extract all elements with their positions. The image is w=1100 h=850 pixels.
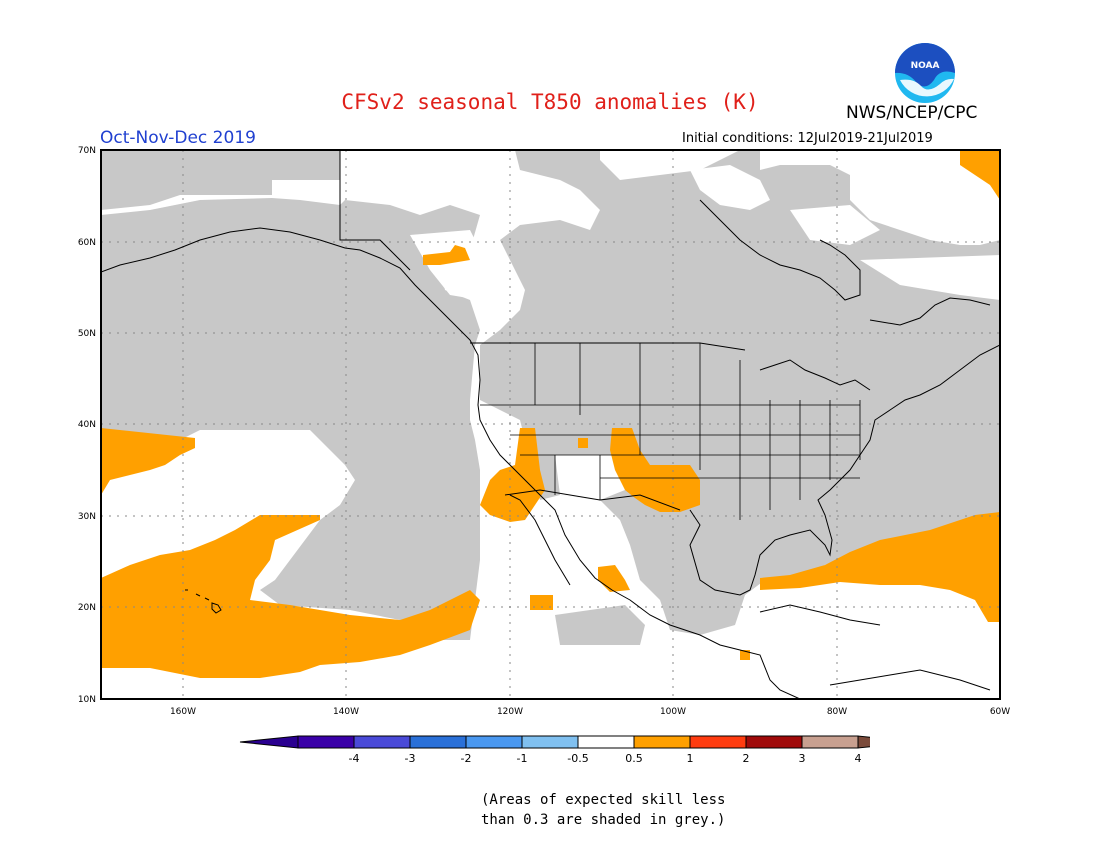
legend-swatch [297, 735, 355, 749]
logo-text: NOAA [911, 61, 940, 71]
orange-pacific-dot [530, 595, 553, 610]
orange-greenland [960, 150, 1000, 200]
lat-label: 70N [78, 146, 96, 156]
map-title: CFSv2 seasonal T850 anomalies (K) [341, 90, 759, 114]
latitude-labels: 70N 60N 50N 40N 30N 20N 10N [78, 146, 96, 705]
lon-label: 140W [333, 707, 359, 717]
legend-label: 0.5 [625, 752, 643, 765]
lat-label: 30N [78, 512, 96, 522]
legend-swatch [801, 735, 859, 749]
map-frame [100, 149, 1001, 700]
legend-swatch [689, 735, 747, 749]
legend-swatch [353, 735, 411, 749]
legend-label: -4 [349, 752, 360, 765]
lat-label: 20N [78, 603, 96, 613]
orange-baja [578, 438, 588, 448]
graticule [101, 150, 1000, 699]
anomaly-map: 70N 60N 50N 40N 30N 20N 10N 160W 140W 12… [78, 146, 1010, 717]
grey-baja-area [555, 605, 645, 645]
grey-north-pacific [101, 150, 340, 210]
orange-southwest [610, 428, 700, 512]
hawaii [185, 589, 222, 614]
lon-label: 120W [497, 707, 523, 717]
orange-central-pacific-north [101, 428, 195, 495]
orange-canada-small [423, 245, 470, 265]
lat-label: 60N [78, 238, 96, 248]
legend-label: -3 [405, 752, 416, 765]
lat-label: 40N [78, 420, 96, 430]
longitude-labels: 160W 140W 120W 100W 80W 60W [170, 707, 1010, 717]
legend-label: 2 [743, 752, 750, 765]
legend-swatch [521, 735, 579, 749]
legend-swatch [633, 735, 691, 749]
lat-label: 10N [78, 695, 96, 705]
legend-swatch [577, 735, 635, 749]
orange-central-america [740, 650, 750, 660]
legend-arrow-high [857, 735, 870, 749]
legend-label: 3 [799, 752, 806, 765]
state-borders [480, 343, 861, 520]
legend-arrow-low [239, 735, 299, 749]
grey-alaska-pacific [101, 198, 480, 640]
footnote-line-2: than 0.3 are shaded in grey.) [481, 812, 726, 828]
noaa-logo: NOAA [895, 43, 955, 103]
initial-conditions: Initial conditions: 12Jul2019-21Jul2019 [682, 131, 933, 146]
legend-swatch [745, 735, 803, 749]
neutral-holes [410, 150, 1000, 500]
orange-pacific-south [101, 515, 480, 678]
color-legend: -4 -3 -2 -1 -0.5 0.5 1 2 3 4 [239, 735, 870, 765]
legend-label: 1 [687, 752, 694, 765]
legend-label: -2 [461, 752, 472, 765]
legend-swatch [409, 735, 467, 749]
legend-swatch [465, 735, 523, 749]
legend-label: 4 [855, 752, 862, 765]
orange-california [480, 428, 545, 522]
warm-anomaly-regions [101, 150, 1000, 678]
agency-label: NWS/NCEP/CPC [846, 103, 978, 123]
footnote-line-1: (Areas of expected skill less [481, 792, 726, 808]
legend-label: -1 [517, 752, 528, 765]
lon-label: 80W [827, 707, 847, 717]
lon-label: 160W [170, 707, 196, 717]
season-label: Oct-Nov-Dec 2019 [100, 128, 256, 148]
lon-label: 100W [660, 707, 686, 717]
lat-label: 50N [78, 329, 96, 339]
lon-label: 60W [990, 707, 1010, 717]
legend-label: -0.5 [567, 752, 588, 765]
orange-atlantic [760, 512, 1000, 622]
